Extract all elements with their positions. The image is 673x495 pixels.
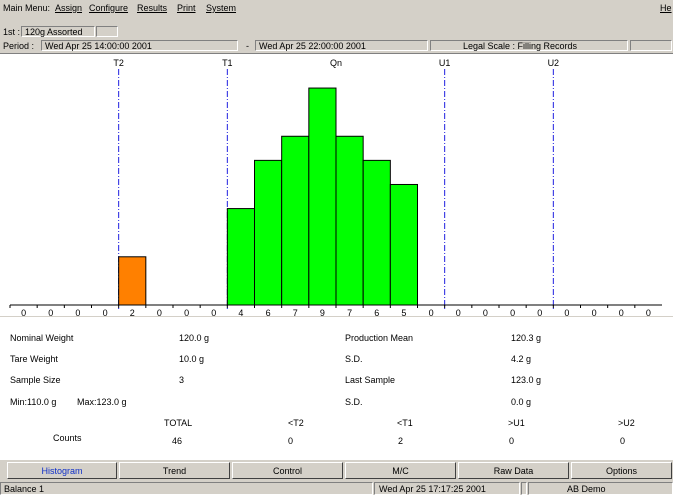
counts-below-t2: 0 (288, 436, 294, 446)
tab-histogram[interactable]: Histogram (7, 462, 117, 479)
tab-options[interactable]: Options (571, 462, 672, 479)
bin-count-label: 2 (130, 308, 135, 316)
scale-extra-field (630, 40, 672, 51)
counts-total: 46 (172, 436, 183, 446)
histogram-bar (335, 135, 364, 306)
menu-bar: Main Menu: Assign Configure Results Prin… (0, 0, 673, 15)
sample-size-value: 3 (179, 375, 185, 385)
sample-size-label: Sample Size (10, 375, 61, 385)
counts-label: Counts (53, 433, 82, 443)
counts-above-u1: 0 (509, 436, 515, 446)
menu-configure[interactable]: Configure (89, 3, 129, 13)
product-extra-field (96, 26, 118, 37)
histogram-bar (281, 135, 310, 306)
histogram-bar (389, 183, 419, 306)
nominal-weight-value: 120.0 g (179, 333, 210, 343)
counts-header-t2: <T2 (288, 418, 304, 428)
menu-title: Main Menu: (3, 3, 51, 13)
counts-header-total: TOTAL (164, 418, 193, 428)
status-bar: Balance 1 Wed Apr 25 17:17:25 2001 AB De… (0, 482, 673, 495)
counts-below-t1: 2 (398, 436, 404, 446)
counts-header-u2: >U2 (618, 418, 635, 428)
menu-assign[interactable]: Assign (55, 3, 83, 13)
min-weight: Min:110.0 g (10, 397, 57, 407)
histogram-bar (226, 208, 255, 306)
nominal-weight-label: Nominal Weight (10, 333, 74, 343)
bin-count-label: 6 (374, 308, 379, 316)
bin-count-label: 4 (238, 308, 243, 316)
bin-count-label: 0 (537, 308, 542, 316)
histogram-bar (362, 159, 391, 306)
bin-count-label: 0 (157, 308, 162, 316)
menu-results[interactable]: Results (137, 3, 168, 13)
counts-header-t1: <T1 (397, 418, 413, 428)
bin-count-label: 6 (266, 308, 271, 316)
bin-count-label: 0 (564, 308, 569, 316)
scale-field: Legal Scale : Filling Records (430, 40, 628, 51)
sd-label: S.D. (345, 354, 363, 364)
period-from-field: Wed Apr 25 14:00:00 2001 (41, 40, 238, 51)
bin-count-label: 0 (75, 308, 80, 316)
bin-count-label: 0 (646, 308, 651, 316)
bin-count-label: 0 (483, 308, 488, 316)
histogram-bar (254, 159, 283, 306)
bin-count-label: 0 (619, 308, 624, 316)
histogram-chart: T2 T1 Qn U1 U2 0 0 0 0 2 0 0 0 4 6 7 9 7 6 5 0 0 0 0 0 0 0 0 0 (0, 54, 673, 316)
menu-system[interactable]: System (206, 3, 237, 13)
stats-panel: Nominal Weight 120.0 g Production Mean 1… (0, 317, 673, 460)
bin-count-label: 7 (293, 308, 298, 316)
histogram-bar (118, 256, 147, 306)
status-time: Wed Apr 25 17:17:25 2001 (374, 482, 520, 495)
bin-count-label: 0 (429, 308, 434, 316)
bin-count-label: 0 (48, 308, 53, 316)
counts-above-u2: 0 (620, 436, 626, 446)
limit-label: U1 (439, 58, 451, 68)
limit-label: T2 (113, 58, 124, 68)
bin-count-label: 7 (347, 308, 352, 316)
counts-header-u1: >U1 (508, 418, 525, 428)
period-separator: - (246, 41, 249, 51)
tab-trend[interactable]: Trend (119, 462, 230, 479)
last-sample-value: 123.0 g (511, 375, 542, 385)
sd-value: 4.2 g (511, 354, 532, 364)
product-field: 120g Assorted (21, 26, 95, 37)
histogram-bar (308, 87, 337, 306)
limit-label: U2 (548, 58, 560, 68)
tab-mc[interactable]: M/C (345, 462, 456, 479)
limit-label: Qn (330, 58, 342, 68)
tab-raw-data[interactable]: Raw Data (458, 462, 569, 479)
bin-count-label: 0 (592, 308, 597, 316)
menu-help[interactable]: He (660, 3, 672, 13)
bin-count-label: 0 (21, 308, 26, 316)
period-to-field: Wed Apr 25 22:00:00 2001 (255, 40, 428, 51)
status-balance: Balance 1 (0, 482, 373, 495)
last-sample-sd-value: 0.0 g (511, 397, 532, 407)
bin-count-label: 0 (456, 308, 461, 316)
bin-count-label: 0 (103, 308, 108, 316)
production-mean-label: Production Mean (345, 333, 414, 343)
max-weight: Max:123.0 g (77, 397, 127, 407)
last-sample-sd-label: S.D. (345, 397, 363, 407)
period-row: Period : Wed Apr 25 14:00:00 2001 - Wed … (0, 39, 673, 54)
status-spacer (521, 482, 527, 495)
product-label: 1st : (3, 27, 21, 37)
bin-count-label: 9 (320, 308, 325, 316)
bin-count-label: 0 (184, 308, 189, 316)
production-mean-value: 120.3 g (511, 333, 542, 343)
product-row: 1st : 120g Assorted (0, 25, 673, 40)
last-sample-label: Last Sample (345, 375, 396, 385)
limit-label: T1 (222, 58, 233, 68)
bin-count-label: 0 (211, 308, 216, 316)
tab-control[interactable]: Control (232, 462, 343, 479)
view-tabs: Histogram Trend Control M/C Raw Data Opt… (0, 461, 673, 481)
status-user: AB Demo (528, 482, 673, 495)
bin-count-label: 0 (510, 308, 515, 316)
period-label: Period : (3, 41, 35, 51)
bin-count-label: 5 (401, 308, 406, 316)
menu-print[interactable]: Print (177, 3, 196, 13)
tare-weight-label: Tare Weight (10, 354, 58, 364)
tare-weight-value: 10.0 g (179, 354, 205, 364)
